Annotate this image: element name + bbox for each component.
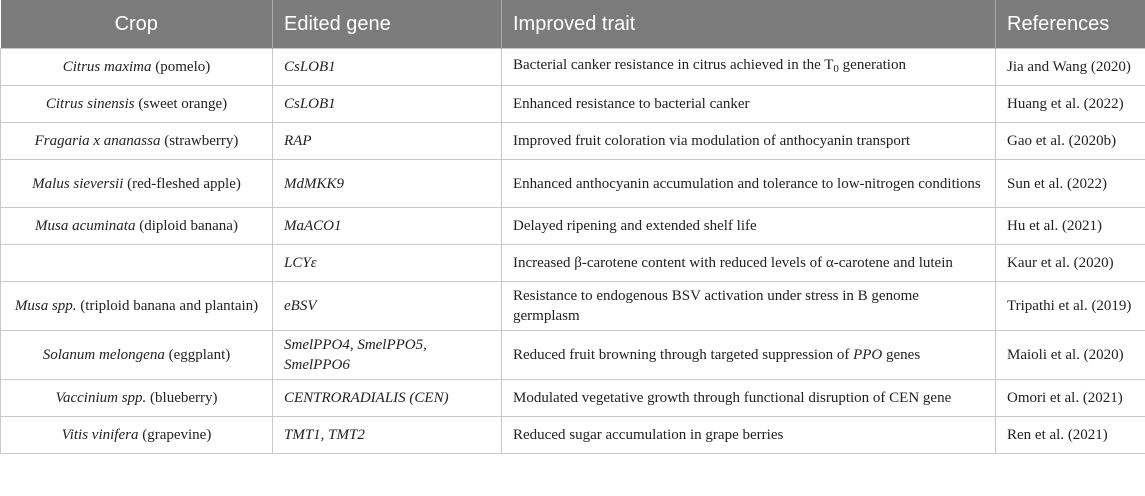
trait-suffix: genes [882, 347, 921, 363]
reference-cell: Hu et al. (2021) [995, 207, 1145, 245]
table-row: Citrus sinensis (sweet orange) CsLOB1 En… [0, 85, 1145, 123]
reference-cell: Maioli et al. (2020) [995, 330, 1145, 380]
improved-trait-cell: Increased β-carotene content with reduce… [501, 244, 996, 282]
improved-trait-cell: Reduced sugar accumulation in grape berr… [501, 416, 996, 454]
crop-scientific-name: Malus sieversii [32, 175, 124, 192]
crop-cell: Solanum melongena (eggplant) [0, 330, 273, 380]
crop-scientific-name: Vaccinium spp. [55, 390, 147, 406]
table-row: Musa spp. (triploid banana and plantain)… [0, 281, 1145, 331]
header-references: References [995, 0, 1145, 49]
crop-cell: Citrus maxima (pomelo) [0, 48, 273, 86]
reference-cell: Jia and Wang (2020) [995, 48, 1145, 86]
crop-scientific-name: Fragaria x ananassa [34, 133, 161, 149]
header-improved-trait: Improved trait [501, 0, 996, 49]
crop-common-name: (pomelo) [151, 59, 211, 75]
table-row: Musa acuminata (diploid banana) MaACO1 D… [0, 207, 1145, 245]
reference-cell: Huang et al. (2022) [995, 85, 1145, 123]
reference-cell: Gao et al. (2020b) [995, 122, 1145, 160]
trait-suffix: generation [838, 57, 906, 73]
edited-gene-cell: TMT1, TMT2 [272, 416, 502, 454]
crop-cell: Citrus sinensis (sweet orange) [0, 85, 273, 123]
improved-trait-cell: Improved fruit coloration via modulation… [501, 122, 996, 160]
table-row: Malus sieversii (red-fleshed apple) MdMK… [0, 159, 1145, 208]
gene-editing-table: Crop Edited gene Improved trait Referenc… [0, 0, 1145, 454]
reference-cell: Ren et al. (2021) [995, 416, 1145, 454]
crop-common-name: (diploid banana) [135, 218, 238, 234]
crop-common-name: (strawberry) [160, 133, 239, 149]
reference-cell: Sun et al. (2022) [995, 159, 1145, 208]
edited-gene-cell: CsLOB1 [272, 48, 502, 86]
table-row: Solanum melongena (eggplant) SmelPPO4, S… [0, 330, 1145, 380]
improved-trait-cell: Modulated vegetative growth through func… [501, 379, 996, 417]
crop-common-name: (red-fleshed apple) [123, 175, 241, 192]
edited-gene-cell: eBSV [272, 281, 502, 331]
edited-gene-cell: MaACO1 [272, 207, 502, 245]
crop-common-name: (sweet orange) [134, 96, 228, 112]
crop-scientific-name: Solanum melongena [42, 347, 165, 363]
trait-text: Reduced fruit browning through targeted … [513, 347, 854, 363]
trait-italic: PPO [853, 347, 883, 363]
crop-scientific-name: Citrus sinensis [45, 96, 135, 112]
crop-common-name: (eggplant) [164, 347, 231, 363]
improved-trait-cell: Resistance to endogenous BSV activation … [501, 281, 996, 331]
edited-gene-cell: MdMKK9 [272, 159, 502, 208]
table-header-row: Crop Edited gene Improved trait Referenc… [0, 0, 1145, 49]
crop-common-name: (triploid banana and plantain) [76, 298, 259, 314]
crop-cell [0, 244, 273, 282]
table-row: LCYε Increased β-carotene content with r… [0, 244, 1145, 282]
crop-scientific-name: Musa acuminata [35, 218, 136, 234]
edited-gene-cell: LCYε [272, 244, 502, 282]
edited-gene-cell: RAP [272, 122, 502, 160]
header-edited-gene: Edited gene [272, 0, 502, 49]
crop-cell: Malus sieversii (red-fleshed apple) [0, 159, 273, 208]
crop-scientific-name: Vitis vinifera [61, 427, 139, 443]
improved-trait-cell: Enhanced resistance to bacterial canker [501, 85, 996, 123]
reference-cell: Kaur et al. (2020) [995, 244, 1145, 282]
table-row: Citrus maxima (pomelo) CsLOB1 Bacterial … [0, 48, 1145, 86]
edited-gene-cell: CENTRORADIALIS (CEN) [272, 379, 502, 417]
crop-scientific-name: Citrus maxima [62, 59, 152, 75]
crop-common-name: (grapevine) [138, 427, 212, 443]
crop-cell: Vaccinium spp. (blueberry) [0, 379, 273, 417]
crop-cell: Fragaria x ananassa (strawberry) [0, 122, 273, 160]
table-row: Fragaria x ananassa (strawberry) RAP Imp… [0, 122, 1145, 160]
reference-cell: Tripathi et al. (2019) [995, 281, 1145, 331]
trait-text: Bacterial canker resistance in citrus ac… [513, 57, 834, 73]
crop-common-name: (blueberry) [146, 390, 218, 406]
edited-gene-cell: SmelPPO4, SmelPPO5, SmelPPO6 [272, 330, 502, 380]
improved-trait-cell: Delayed ripening and extended shelf life [501, 207, 996, 245]
table-row: Vitis vinifera (grapevine) TMT1, TMT2 Re… [0, 416, 1145, 454]
crop-cell: Musa acuminata (diploid banana) [0, 207, 273, 245]
improved-trait-cell: Bacterial canker resistance in citrus ac… [501, 48, 996, 86]
edited-gene-cell: CsLOB1 [272, 85, 502, 123]
table-row: Vaccinium spp. (blueberry) CENTRORADIALI… [0, 379, 1145, 417]
crop-scientific-name: Musa spp. [14, 298, 77, 314]
header-crop: Crop [0, 0, 273, 49]
trait-subscript: 0 [833, 63, 839, 75]
crop-cell: Musa spp. (triploid banana and plantain) [0, 281, 273, 331]
improved-trait-cell: Reduced fruit browning through targeted … [501, 330, 996, 380]
reference-cell: Omori et al. (2021) [995, 379, 1145, 417]
improved-trait-cell: Enhanced anthocyanin accumulation and to… [501, 159, 996, 208]
crop-cell: Vitis vinifera (grapevine) [0, 416, 273, 454]
